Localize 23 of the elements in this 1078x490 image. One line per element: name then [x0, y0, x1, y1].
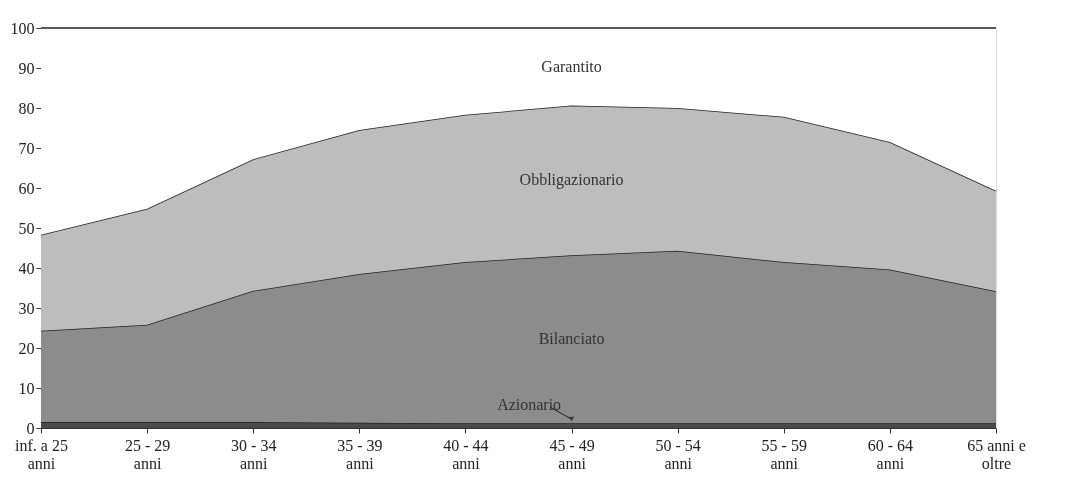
- y-tick-label: 70: [18, 139, 35, 157]
- series-label: Obbligazionario: [519, 171, 624, 190]
- y-tick-label: 0: [26, 419, 35, 437]
- y-tick-label: 40: [18, 259, 35, 277]
- series-label: Garantito: [541, 57, 602, 75]
- y-tick-label: 90: [18, 59, 35, 77]
- x-tick-label: 30 - 34 anni: [231, 436, 277, 472]
- y-tick-label: 50: [18, 219, 35, 237]
- x-tick-label: 45 - 49 anni: [549, 436, 595, 472]
- x-tick-label: 60 - 64 anni: [867, 436, 914, 472]
- y-tick-label: 100: [10, 19, 35, 37]
- y-tick-label: 60: [18, 179, 35, 197]
- x-tick-label: 25 - 29 anni: [124, 436, 171, 472]
- y-tick-label: 10: [18, 379, 35, 397]
- x-tick-label: 35 - 39 anni: [337, 436, 383, 472]
- y-tick-label: 20: [18, 339, 35, 357]
- x-tick-label: 65 anni e oltre: [967, 436, 1026, 472]
- x-tick-label: 55 - 59 anni: [761, 436, 807, 472]
- y-tick-label: 80: [18, 99, 35, 117]
- x-tick-label: 40 - 44 anni: [443, 436, 489, 472]
- x-tick-label: inf. a 25 anni: [15, 436, 68, 472]
- y-tick-label: 30: [18, 299, 35, 317]
- x-tick-label: 50 - 54 anni: [655, 436, 701, 472]
